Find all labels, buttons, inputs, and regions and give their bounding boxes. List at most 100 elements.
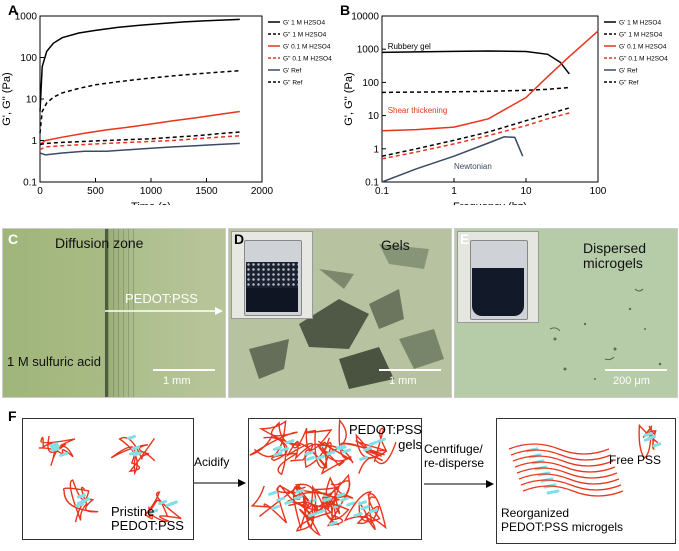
scheme-box-microgels: Free PSS Reorganized PEDOT:PSS microgels xyxy=(496,418,676,544)
vial-d-bottom xyxy=(246,288,298,312)
pristine-coils xyxy=(38,434,182,523)
chart-a: 0 500 1000 1500 2000 0.1 1 10 100 1000 Time (s) G',… xyxy=(1,12,332,206)
y-tick-label: 1000 xyxy=(15,12,38,23)
legend-entry: G'' Ref xyxy=(619,80,639,87)
photo-d-gels: Gels 1 mm xyxy=(228,228,452,398)
pedot-segment xyxy=(328,520,338,526)
chart-annotation: Rubbery gel xyxy=(388,42,431,51)
legend-entry: G' 0.1 M H2SO4 xyxy=(619,44,667,51)
legend-entry: G' 1 M H2SO4 xyxy=(283,20,325,27)
chart-annotation: Shear thickening xyxy=(388,106,448,115)
pedot-segment xyxy=(132,451,142,457)
centrifuge-label: Cenrtifuge/ re-disperse xyxy=(424,442,485,471)
pedot-segment xyxy=(346,501,356,507)
aligned-chain xyxy=(508,443,610,455)
pedot-segment xyxy=(149,508,159,514)
microgel-specks xyxy=(549,288,662,380)
legend-entry: G' Ref xyxy=(283,68,301,75)
vial-inset-e xyxy=(457,231,539,323)
panel-label-a: A xyxy=(8,2,19,18)
sulfuric-acid-label: 1 M sulfuric acid xyxy=(7,354,101,369)
arrow-acidify: Acidify xyxy=(192,455,248,495)
pedot-segment xyxy=(285,439,295,445)
x-tick-label: 100 xyxy=(590,186,607,197)
panel-label-e: E xyxy=(460,231,470,247)
legend-entry: G'' 0.1 M H2SO4 xyxy=(619,56,668,63)
series-line xyxy=(381,136,524,183)
pedot-segment xyxy=(158,499,168,505)
x-tick-label: 500 xyxy=(87,186,104,197)
pedot-segment xyxy=(273,445,283,451)
pedot-segment xyxy=(131,445,141,451)
pedot-segment xyxy=(358,500,368,506)
pedot-segment xyxy=(295,488,305,494)
vial-inset-d xyxy=(231,231,313,319)
pedot-segment xyxy=(284,499,294,505)
x-tick-label: 1500 xyxy=(195,186,218,197)
pedot-segment xyxy=(326,450,336,456)
pedot-segment xyxy=(308,512,318,518)
x-tick-label: 1 xyxy=(451,186,457,197)
acidify-label: Acidify xyxy=(194,455,230,469)
legend-entry: G'' 1 M H2SO4 xyxy=(283,32,327,39)
pedot-segment xyxy=(50,447,60,453)
plot-frame xyxy=(39,15,263,183)
y-axis-label: G', G'' (Pa) xyxy=(1,72,13,125)
pedot-segment xyxy=(360,505,370,511)
x-tick-label: 0 xyxy=(37,186,43,197)
pedot-segment xyxy=(353,512,363,518)
pedot-segment xyxy=(50,444,60,450)
aligned-chain xyxy=(520,479,622,491)
pedot-segment xyxy=(75,502,85,508)
aligned-chain xyxy=(512,455,614,467)
panel-label-f: F xyxy=(8,408,17,424)
pedot-segment xyxy=(337,445,347,451)
polymer-chain xyxy=(343,491,387,531)
gels-scheme-label: PEDOT:PSS gels xyxy=(349,422,422,452)
chart-b: 0.1 1 10 100 0.1 1 10 100 1000 10000 Frequency (hz… xyxy=(343,12,668,206)
arrow-centrifuge: Cenrtifuge/ re-disperse xyxy=(422,442,494,498)
y-tick-label: 0.1 xyxy=(365,178,379,189)
pedot-segment xyxy=(322,497,332,503)
series-line xyxy=(39,18,240,112)
pedot-segment xyxy=(359,455,369,461)
aligned-chain xyxy=(518,473,620,485)
pedot-segment xyxy=(304,450,314,456)
pedot-segment xyxy=(368,440,378,446)
pedot-segment xyxy=(165,501,175,507)
pedot-segment xyxy=(77,499,87,505)
panel-label-c: C xyxy=(8,231,19,247)
series-line xyxy=(381,50,570,75)
pedot-segment xyxy=(316,508,326,514)
pedot-segment xyxy=(126,434,136,440)
scale-label-d: 1 mm xyxy=(389,375,417,387)
series-line xyxy=(381,30,599,132)
series-line xyxy=(39,69,240,134)
x-tick-label: 0.1 xyxy=(375,186,389,197)
pedot-segment xyxy=(316,454,326,460)
y-tick-label: 10000 xyxy=(351,12,379,23)
polymer-chain xyxy=(144,491,182,523)
pedot-segment xyxy=(336,492,346,498)
pristine-label: Pristine PEDOT:PSS xyxy=(111,504,184,534)
legend-entry: G' Ref xyxy=(619,68,637,75)
series-line xyxy=(381,107,570,157)
y-axis-label: G', G'' (Pa) xyxy=(343,72,355,125)
pedot-segment xyxy=(647,434,657,440)
plot-frame xyxy=(381,15,599,183)
series-line xyxy=(381,112,570,160)
series-line xyxy=(39,135,240,151)
polymer-chain xyxy=(340,427,397,474)
free-pss-label: Free PSS xyxy=(609,453,662,467)
pedot-arrow xyxy=(105,307,223,315)
pedot-segment xyxy=(129,450,139,456)
panel-label-d: D xyxy=(234,231,245,247)
aligned-chain xyxy=(516,467,618,479)
polymer-chain xyxy=(316,419,354,475)
legend-entry: G' 1 M H2SO4 xyxy=(619,20,661,27)
y-tick-label: 10 xyxy=(368,111,380,122)
gel-network xyxy=(249,419,397,537)
pedot-segment xyxy=(271,504,281,510)
polymer-chain xyxy=(638,423,659,459)
polymer-chain xyxy=(285,428,333,470)
